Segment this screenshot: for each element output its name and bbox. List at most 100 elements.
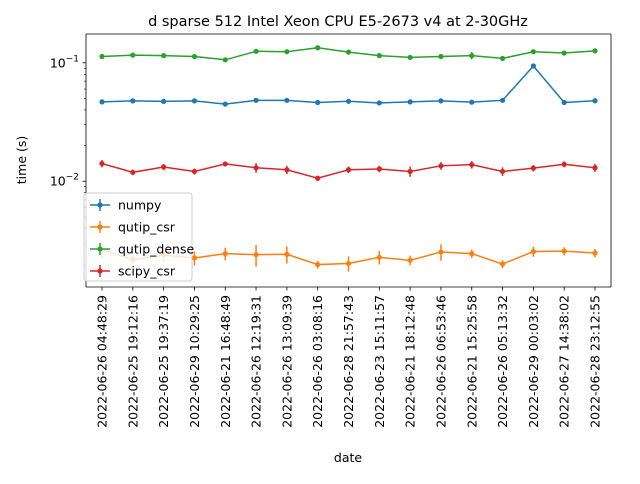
data-point	[376, 52, 382, 59]
x-tick-label: 2022-06-29 10:29:25	[187, 295, 202, 428]
data-point	[530, 63, 536, 69]
data-point	[222, 251, 228, 257]
data-point	[592, 250, 598, 256]
data-point	[130, 169, 136, 175]
data-point	[315, 45, 321, 51]
x-tick-label: 2022-06-26 12:19:31	[249, 295, 264, 428]
data-point	[130, 52, 136, 58]
data-point	[438, 53, 444, 60]
x-tick-label: 2022-06-26 03:08:16	[310, 295, 325, 428]
legend-label: numpy	[118, 198, 162, 213]
series-scipy_csr	[99, 160, 598, 181]
x-tick-label: 2022-06-23 15:11:57	[372, 295, 387, 428]
data-point	[469, 52, 475, 59]
data-point	[191, 168, 198, 175]
legend-marker	[97, 268, 103, 274]
data-point	[561, 248, 567, 254]
data-point	[469, 251, 475, 257]
legend-marker	[97, 246, 103, 252]
y-axis-label: time (s)	[14, 136, 29, 184]
x-tick-label: 2022-06-25 19:37:19	[156, 295, 171, 428]
data-point	[284, 251, 290, 257]
data-point	[499, 55, 506, 61]
data-point	[592, 165, 598, 171]
data-point	[315, 261, 321, 268]
legend-marker	[97, 202, 103, 208]
data-point	[592, 98, 598, 104]
chart-title: d sparse 512 Intel Xeon CPU E5-2673 v4 a…	[148, 14, 528, 30]
data-point	[407, 99, 413, 105]
legend-marker	[97, 224, 103, 230]
series-numpy	[99, 63, 598, 107]
data-point	[438, 163, 444, 169]
data-point	[561, 99, 567, 106]
legend: numpy qutip_csr qutip_dense scipy_csr	[83, 192, 194, 282]
x-tick-label: 2022-06-27 14:38:02	[557, 295, 572, 428]
data-point	[376, 100, 382, 106]
legend-item: qutip_dense	[90, 242, 194, 257]
data-point	[376, 254, 382, 260]
legend-label: qutip_dense	[118, 242, 194, 257]
legend-item: numpy	[90, 198, 162, 213]
x-tick-label: 2022-06-28 21:57:43	[341, 295, 356, 428]
data-point	[345, 98, 352, 104]
x-tick-label: 2022-06-25 19:12:16	[125, 295, 140, 428]
data-point	[284, 49, 290, 55]
x-tick-label: 2022-06-26 05:13:32	[495, 295, 510, 428]
data-point	[99, 53, 105, 60]
legend-item: scipy_csr	[90, 264, 176, 279]
x-tick-label: 2022-06-26 06:53:46	[433, 295, 448, 428]
data-point	[284, 97, 290, 103]
legend-item: qutip_csr	[90, 220, 176, 235]
data-point	[438, 249, 444, 255]
data-point	[530, 165, 536, 171]
data-point	[191, 98, 198, 104]
data-point	[315, 99, 321, 106]
data-point	[561, 161, 567, 167]
data-point	[191, 53, 198, 60]
data-point	[222, 57, 228, 63]
y-tick-label: 10−2	[50, 173, 79, 189]
data-point	[253, 165, 259, 171]
data-point	[253, 97, 259, 103]
x-tick-label: 2022-06-26 04:48:29	[95, 295, 110, 428]
data-point	[438, 98, 444, 104]
data-point	[222, 101, 228, 107]
x-tick-label: 2022-06-26 13:09:39	[279, 295, 294, 428]
data-point	[161, 98, 167, 105]
legend-label: scipy_csr	[118, 264, 176, 279]
x-tick-label: 2022-06-29 00:03:02	[526, 295, 541, 428]
data-point	[191, 255, 198, 261]
x-tick-label: 2022-06-21 16:48:49	[218, 295, 233, 428]
data-point	[499, 97, 506, 103]
data-point	[161, 52, 167, 59]
data-point	[161, 164, 167, 170]
data-point	[469, 162, 475, 168]
series-line	[101, 64, 596, 105]
data-point	[345, 260, 352, 267]
data-point	[530, 49, 536, 55]
data-point	[315, 175, 321, 181]
data-point	[99, 99, 105, 105]
series-qutip_dense	[99, 45, 598, 63]
x-axis-ticks: 2022-06-26 04:48:29 2022-06-25 19:12:16 20…	[95, 287, 603, 428]
data-point	[499, 168, 506, 175]
data-point	[284, 167, 290, 173]
x-tick-label: 2022-06-28 23:12:55	[588, 295, 603, 428]
data-point	[469, 99, 475, 105]
legend-box	[83, 192, 193, 282]
data-point	[592, 48, 598, 54]
data-point	[130, 98, 136, 104]
data-point	[99, 160, 105, 167]
data-point	[345, 49, 352, 55]
data-point	[253, 252, 259, 258]
data-point	[253, 48, 259, 54]
x-tick-label: 2022-06-21 18:12:48	[403, 295, 418, 428]
x-axis-label: date	[334, 450, 362, 465]
data-point	[530, 248, 536, 255]
data-point	[499, 261, 506, 267]
legend-label: qutip_csr	[118, 220, 176, 235]
data-point	[561, 50, 567, 56]
